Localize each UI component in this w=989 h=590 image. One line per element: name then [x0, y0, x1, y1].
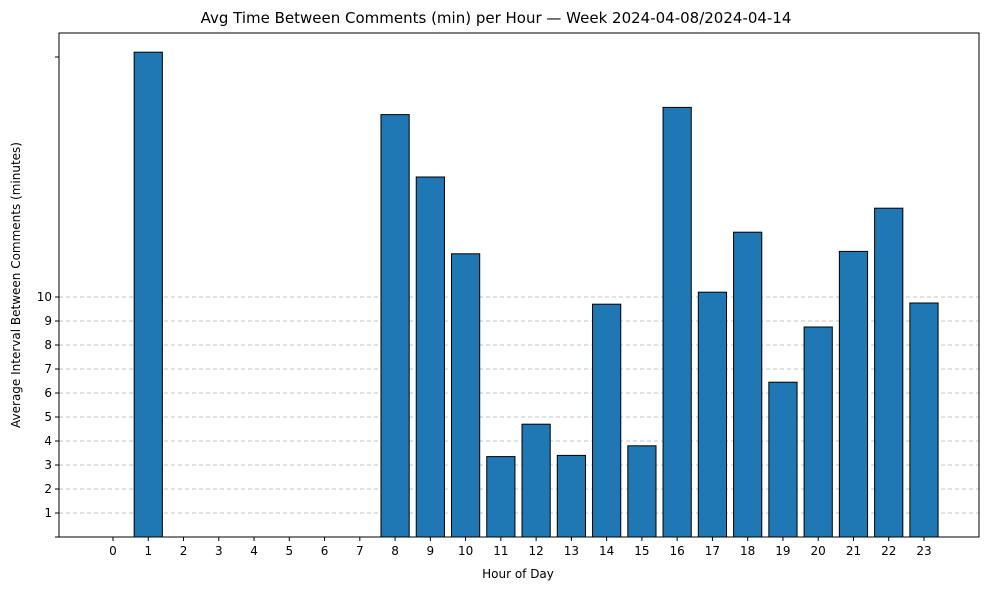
x-tick-label: 6 — [321, 544, 329, 558]
x-tick-label: 1 — [144, 544, 152, 558]
y-tick-label: 7 — [44, 362, 52, 376]
x-tick-label: 15 — [634, 544, 649, 558]
bar-hour-23 — [909, 302, 939, 538]
y-axis-ticks: 1 2 3 4 5 6 7 8 9 10 — [37, 56, 59, 538]
bar-hour-13 — [556, 454, 586, 538]
x-tick-label: 19 — [775, 544, 790, 558]
bar-hour-21 — [838, 250, 869, 538]
bar-hour-17 — [697, 291, 728, 538]
y-tick-label: 9 — [44, 314, 52, 328]
x-tick-label: 13 — [564, 544, 579, 558]
x-tick-label: 14 — [599, 544, 614, 558]
y-axis-label: Average Interval Between Comments (minut… — [9, 142, 23, 428]
y-tick-label: 3 — [44, 458, 52, 472]
bar-hour-18 — [733, 231, 763, 538]
chart-title: Avg Time Between Comments (min) per Hour… — [201, 9, 792, 27]
x-tick-label: 4 — [250, 544, 258, 558]
bar-hour-12 — [521, 423, 551, 538]
x-tick-label: 17 — [705, 544, 720, 558]
x-tick-label: 0 — [109, 544, 117, 558]
x-tick-label: 9 — [427, 544, 435, 558]
y-tick-label: 6 — [44, 386, 52, 400]
y-tick-label: 8 — [44, 338, 52, 352]
x-tick-label: 10 — [458, 544, 473, 558]
bar-hour-20 — [803, 326, 833, 538]
x-tick-label: 23 — [916, 544, 931, 558]
y-tick-label: 2 — [44, 482, 52, 496]
y-tick-label: 4 — [44, 434, 52, 448]
bar-hour-8 — [380, 114, 410, 538]
x-tick-label: 7 — [356, 544, 364, 558]
bar-hour-22 — [874, 207, 904, 538]
bar-hour-14 — [592, 303, 622, 538]
x-tick-label: 2 — [180, 544, 188, 558]
bar-hour-15 — [627, 445, 657, 538]
bar-hour-19 — [768, 381, 798, 538]
bar-hour-10 — [450, 253, 481, 538]
bar-hour-1 — [133, 51, 163, 538]
y-tick-label: 10 — [37, 290, 52, 304]
x-tick-label: 16 — [670, 544, 685, 558]
y-tick-label: 1 — [44, 506, 52, 520]
x-tick-label: 20 — [811, 544, 826, 558]
x-tick-label: 5 — [285, 544, 293, 558]
bars-layer — [133, 51, 939, 538]
x-tick-label: 8 — [391, 544, 399, 558]
x-tick-label: 22 — [881, 544, 896, 558]
x-axis-label: Hour of Day — [482, 567, 554, 581]
bar-hour-9 — [415, 176, 445, 538]
x-tick-label: 12 — [528, 544, 543, 558]
x-tick-label: 21 — [846, 544, 861, 558]
x-tick-label: 11 — [493, 544, 508, 558]
x-axis-ticks: 0 1 2 3 4 5 6 7 8 9 10 11 12 13 14 15 16 17 18 19 20 21 22 23 — [109, 537, 932, 558]
plot-frame — [58, 32, 980, 538]
y-tick-label: 5 — [44, 410, 52, 424]
x-tick-label: 18 — [740, 544, 755, 558]
bar-hour-11 — [486, 456, 516, 538]
bar-hour-16 — [662, 106, 692, 538]
x-tick-label: 3 — [215, 544, 223, 558]
